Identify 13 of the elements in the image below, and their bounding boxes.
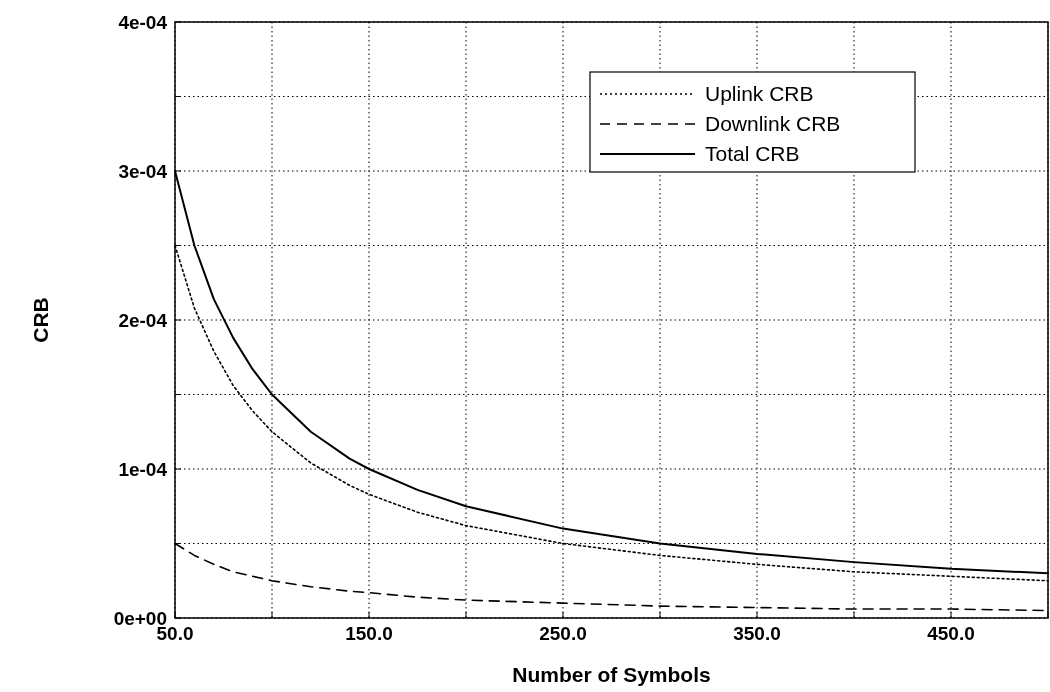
legend-label: Downlink CRB: [705, 112, 841, 135]
y-tick-label: 1e-04: [118, 459, 168, 480]
x-tick-label: 450.0: [927, 623, 975, 644]
x-tick-label: 150.0: [345, 623, 393, 644]
x-axis-title: Number of Symbols: [512, 663, 711, 686]
y-tick-label: 3e-04: [118, 161, 168, 182]
y-tick-label: 2e-04: [118, 310, 168, 331]
x-tick-label: 350.0: [733, 623, 781, 644]
x-tick-label: 250.0: [539, 623, 587, 644]
y-tick-label: 4e-04: [118, 12, 168, 33]
legend-label: Total CRB: [705, 142, 800, 165]
y-axis-title: CRB: [29, 297, 52, 343]
legend-label: Uplink CRB: [705, 82, 814, 105]
